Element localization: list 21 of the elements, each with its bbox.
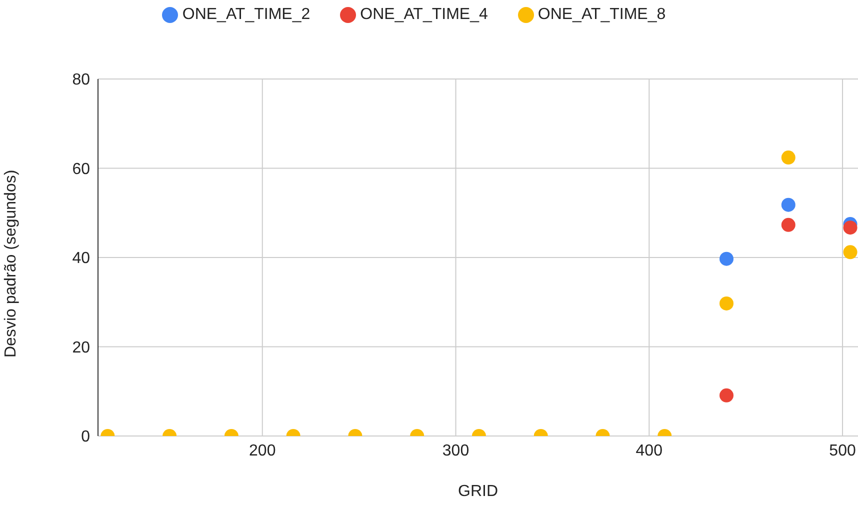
legend-label: ONE_AT_TIME_2	[182, 6, 310, 23]
y-axis-title: Desvio padrão (segundos)	[2, 170, 20, 358]
x-axis-title: GRID	[458, 483, 498, 500]
y-tick-label: 80	[72, 72, 90, 89]
point	[720, 252, 734, 266]
x-tick-label: 400	[636, 442, 663, 460]
y-tick-label: 20	[72, 339, 90, 356]
legend-label: ONE_AT_TIME_8	[538, 6, 666, 23]
x-tick-label: 200	[249, 442, 276, 460]
point	[781, 150, 796, 165]
point	[843, 245, 858, 260]
point	[781, 218, 796, 232]
y-tick-label: 0	[81, 428, 90, 446]
legend-label: ONE_AT_TIME_4	[360, 6, 488, 23]
point	[781, 198, 796, 212]
y-tick-label: 40	[72, 250, 90, 268]
point	[843, 220, 858, 235]
point	[720, 296, 734, 310]
y-tick-label: 60	[72, 160, 90, 178]
x-tick-label: 500	[829, 442, 856, 460]
x-tick-label: 300	[442, 442, 470, 460]
